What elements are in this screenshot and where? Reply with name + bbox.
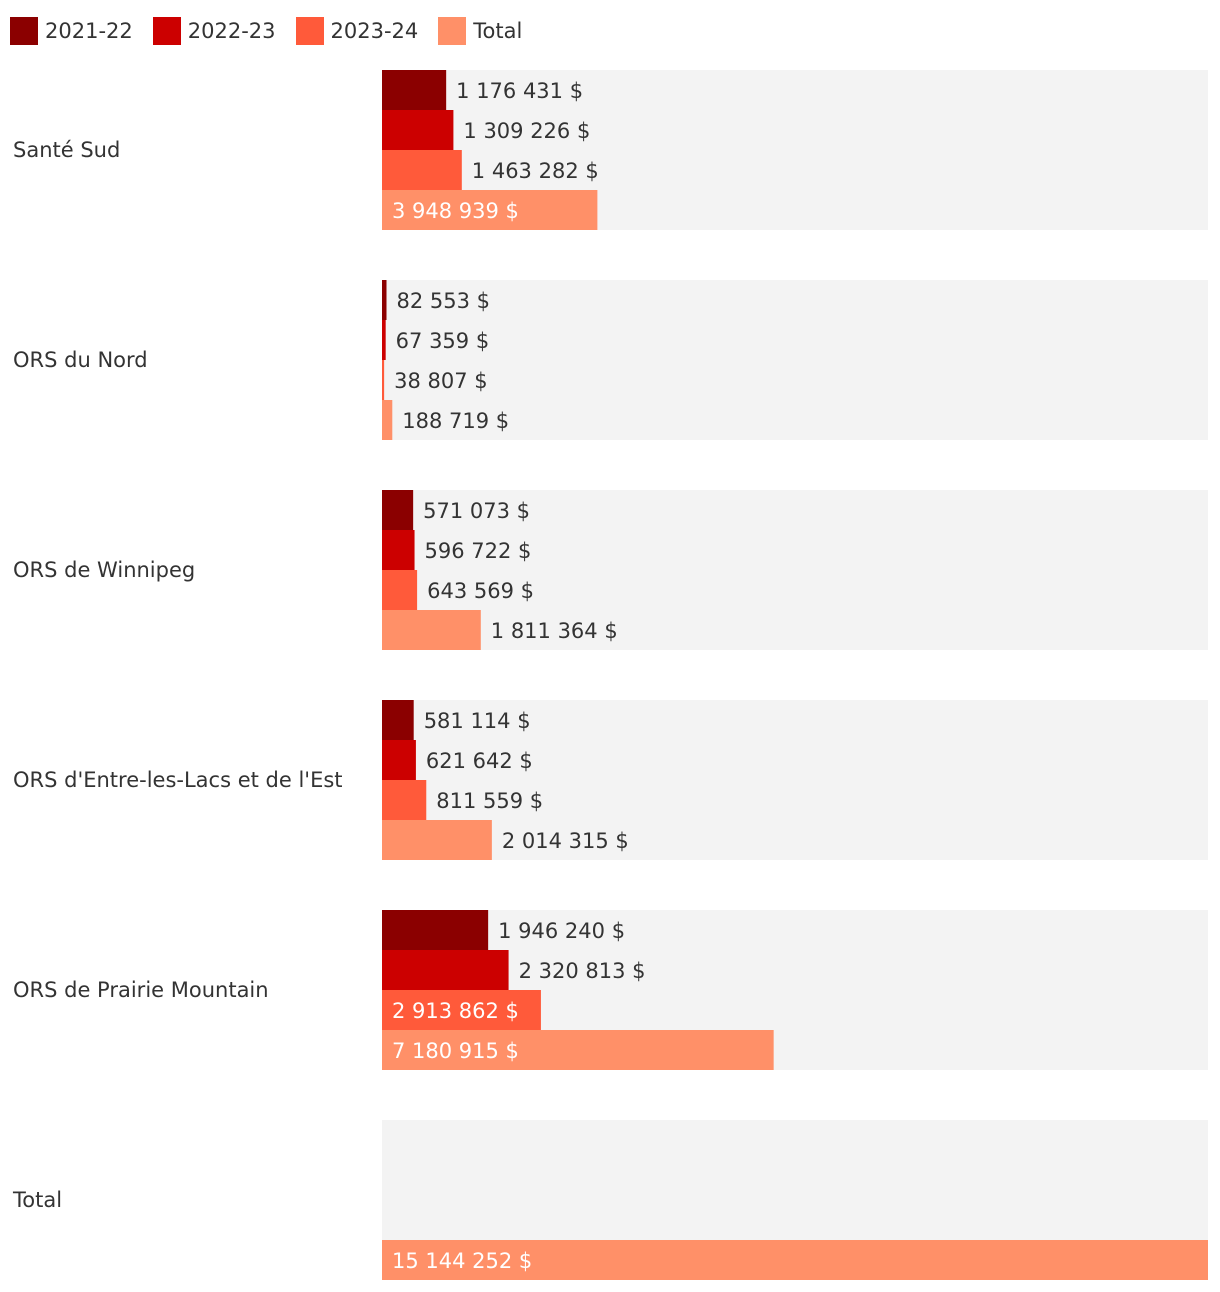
bar [382, 1030, 774, 1070]
bar [382, 110, 454, 150]
bar [382, 530, 415, 570]
legend-label: 2023-24 [330, 19, 419, 43]
bar-value-label: 1 811 364 $ [491, 619, 618, 643]
category-label: Total [12, 1188, 62, 1212]
group-background [382, 280, 1208, 440]
bar [382, 910, 489, 950]
bar [382, 1240, 1208, 1280]
category-label: ORS de Winnipeg [13, 558, 195, 582]
bar-value-label: 7 180 915 $ [392, 1039, 519, 1063]
bar [382, 150, 462, 190]
bar-value-label: 1 309 226 $ [463, 119, 590, 143]
bar-value-label: 2 913 862 $ [392, 999, 519, 1023]
legend-label: 2021-22 [45, 19, 133, 43]
bar-value-label: 188 719 $ [402, 409, 509, 433]
legend-item: 2022-23 [152, 17, 276, 45]
bar [382, 320, 386, 360]
bar-value-label: 2 014 315 $ [502, 829, 629, 853]
bar [382, 740, 416, 780]
bar [382, 70, 447, 110]
legend-item: Total [438, 17, 522, 45]
bar-value-label: 581 114 $ [424, 709, 531, 733]
category-label: Santé Sud [13, 138, 120, 162]
bar [382, 700, 414, 740]
legend-item: 2023-24 [295, 17, 419, 45]
bar-value-label: 38 807 $ [394, 369, 488, 393]
bar-value-label: 1 946 240 $ [498, 919, 625, 943]
bar-value-label: 15 144 252 $ [392, 1249, 532, 1273]
bar [382, 190, 598, 230]
category-label: ORS de Prairie Mountain [13, 978, 269, 1002]
group-background [382, 700, 1208, 860]
bar-value-label: 811 559 $ [436, 789, 543, 813]
bar-value-label: 1 463 282 $ [472, 159, 599, 183]
legend-swatch [438, 17, 467, 45]
group-background [382, 490, 1208, 650]
bar [382, 990, 541, 1030]
bar [382, 780, 427, 820]
legend-label: Total [473, 19, 523, 43]
bar [382, 950, 509, 990]
bar [382, 820, 492, 860]
bar-value-label: 571 073 $ [423, 499, 530, 523]
bar-value-label: 3 948 939 $ [392, 199, 519, 223]
bar-value-label: 621 642 $ [426, 749, 533, 773]
bar [382, 280, 387, 320]
category-label: ORS d'Entre-les-Lacs et de l'Est [13, 768, 343, 792]
bar-value-label: 1 176 431 $ [456, 79, 583, 103]
bar-value-label: 67 359 $ [396, 329, 490, 353]
bar-value-label: 596 722 $ [425, 539, 532, 563]
bar [382, 610, 481, 650]
legend-swatch [295, 17, 324, 45]
legend-swatch [10, 17, 38, 45]
bar [382, 400, 393, 440]
bar [382, 490, 414, 530]
legend-label: 2022-23 [187, 19, 276, 43]
legend: 2021-22 2022-23 2023-24 Total [10, 17, 542, 45]
legend-item: 2021-22 [10, 17, 133, 45]
legend-swatch [152, 17, 181, 45]
bar [382, 360, 385, 400]
bar-value-label: 2 320 813 $ [519, 959, 646, 983]
bar-value-label: 643 569 $ [427, 579, 534, 603]
bar [382, 570, 418, 610]
bar-value-label: 82 553 $ [397, 289, 491, 313]
category-label: ORS du Nord [13, 348, 148, 372]
